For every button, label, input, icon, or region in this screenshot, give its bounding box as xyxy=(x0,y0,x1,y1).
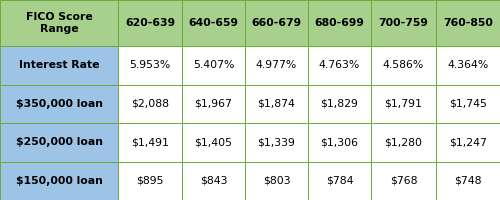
Bar xyxy=(0,123,118,162)
Text: $895: $895 xyxy=(136,176,164,186)
Text: Interest Rate: Interest Rate xyxy=(19,60,99,70)
Bar xyxy=(371,46,436,84)
Text: 680-699: 680-699 xyxy=(314,18,364,28)
Text: $1,306: $1,306 xyxy=(320,137,358,147)
Text: 5.953%: 5.953% xyxy=(130,60,170,70)
Text: 4.586%: 4.586% xyxy=(383,60,424,70)
Bar xyxy=(308,123,371,162)
Text: $350,000 loan: $350,000 loan xyxy=(16,99,102,109)
Text: $768: $768 xyxy=(390,176,417,186)
Text: $1,967: $1,967 xyxy=(194,99,232,109)
Bar xyxy=(436,123,500,162)
Bar xyxy=(118,0,182,46)
Bar xyxy=(436,0,500,46)
Text: $1,874: $1,874 xyxy=(258,99,296,109)
Text: $2,088: $2,088 xyxy=(131,99,169,109)
Text: $1,339: $1,339 xyxy=(258,137,296,147)
Text: $1,491: $1,491 xyxy=(131,137,169,147)
Bar xyxy=(308,46,371,84)
Text: 4.763%: 4.763% xyxy=(319,60,360,70)
Bar xyxy=(245,162,308,200)
Text: $1,247: $1,247 xyxy=(449,137,487,147)
Bar xyxy=(118,46,182,84)
Bar xyxy=(436,162,500,200)
Bar xyxy=(371,0,436,46)
Bar xyxy=(245,0,308,46)
Bar xyxy=(118,84,182,123)
Text: $803: $803 xyxy=(262,176,290,186)
Text: $784: $784 xyxy=(326,176,353,186)
Bar xyxy=(308,162,371,200)
Text: 4.977%: 4.977% xyxy=(256,60,297,70)
Bar xyxy=(0,0,118,46)
Bar xyxy=(371,162,436,200)
Bar xyxy=(308,84,371,123)
Text: FICO Score
Range: FICO Score Range xyxy=(26,12,92,34)
Text: 660-679: 660-679 xyxy=(252,18,302,28)
Bar xyxy=(371,123,436,162)
Text: $1,829: $1,829 xyxy=(320,99,358,109)
Text: $1,791: $1,791 xyxy=(384,99,422,109)
Text: $1,405: $1,405 xyxy=(194,137,232,147)
Bar xyxy=(118,162,182,200)
Text: 640-659: 640-659 xyxy=(188,18,238,28)
Bar xyxy=(371,84,436,123)
Bar xyxy=(308,0,371,46)
Text: 700-759: 700-759 xyxy=(378,18,428,28)
Bar xyxy=(182,84,245,123)
Bar xyxy=(182,162,245,200)
Text: $1,280: $1,280 xyxy=(384,137,422,147)
Text: $843: $843 xyxy=(200,176,227,186)
Text: $150,000 loan: $150,000 loan xyxy=(16,176,102,186)
Bar xyxy=(0,84,118,123)
Bar xyxy=(245,84,308,123)
Bar xyxy=(118,123,182,162)
Bar xyxy=(436,84,500,123)
Bar xyxy=(245,123,308,162)
Text: $250,000 loan: $250,000 loan xyxy=(16,137,102,147)
Text: $1,745: $1,745 xyxy=(449,99,487,109)
Text: 5.407%: 5.407% xyxy=(193,60,234,70)
Bar xyxy=(182,0,245,46)
Bar xyxy=(0,162,118,200)
Bar xyxy=(436,46,500,84)
Text: 620-639: 620-639 xyxy=(125,18,175,28)
Text: $748: $748 xyxy=(454,176,482,186)
Text: 760-850: 760-850 xyxy=(443,18,493,28)
Bar xyxy=(182,123,245,162)
Text: 4.364%: 4.364% xyxy=(448,60,488,70)
Bar xyxy=(245,46,308,84)
Bar xyxy=(182,46,245,84)
Bar xyxy=(0,46,118,84)
